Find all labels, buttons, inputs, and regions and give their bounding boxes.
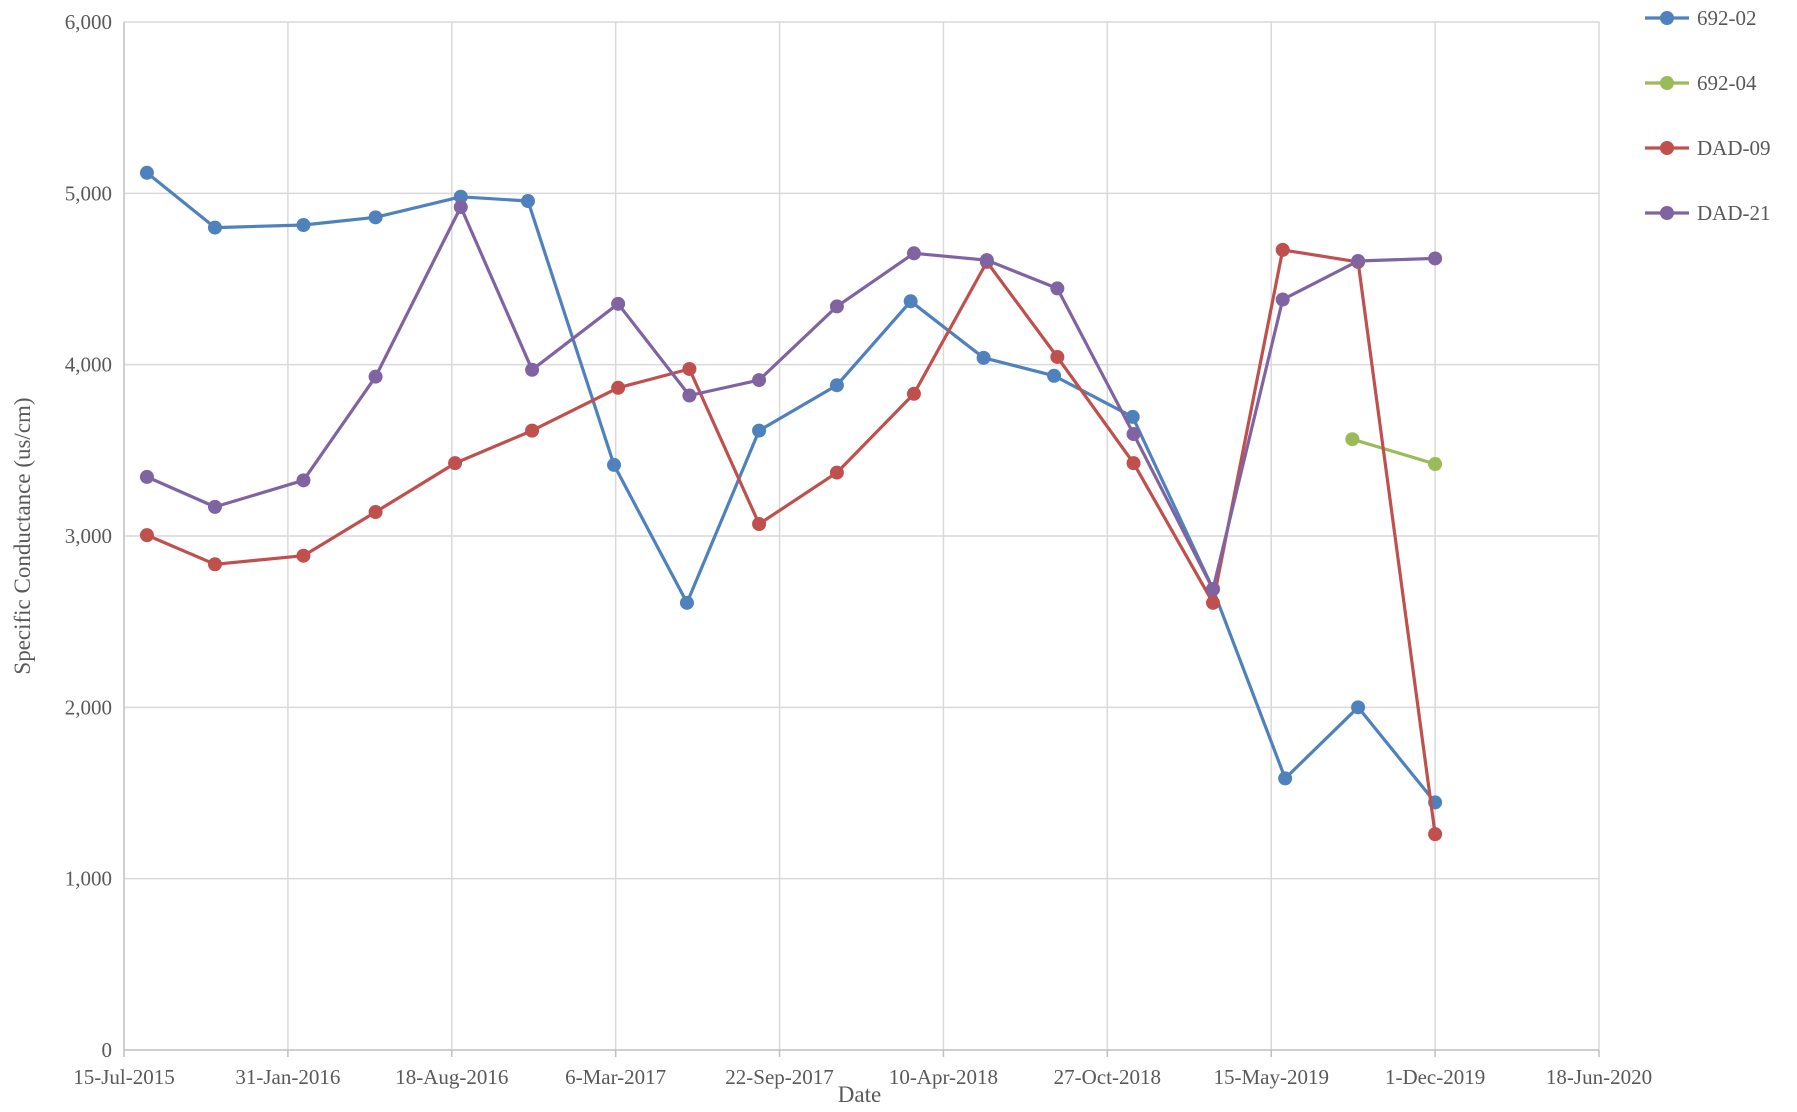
data-point [829, 465, 844, 480]
data-point [1206, 582, 1221, 597]
data-point [976, 350, 991, 365]
data-point [1206, 595, 1221, 610]
data-point [525, 362, 540, 377]
data-point [525, 423, 540, 438]
data-point [296, 473, 311, 488]
y-tick-label: 0 [102, 1038, 113, 1062]
data-point [139, 528, 154, 543]
data-point [682, 361, 697, 376]
data-point [1275, 242, 1290, 257]
data-point [1047, 368, 1062, 383]
legend-item: 692-04 [1645, 71, 1757, 95]
data-point [1126, 456, 1141, 471]
data-point [752, 373, 767, 388]
data-point [1278, 771, 1293, 786]
data-point [611, 296, 626, 311]
legend-label: 692-04 [1697, 71, 1757, 95]
data-point [453, 189, 468, 204]
series-692-02 [139, 165, 1443, 810]
series-line [1351, 437, 1436, 466]
data-point [448, 456, 463, 471]
data-point [207, 220, 222, 235]
data-point [906, 246, 921, 261]
data-point [903, 294, 918, 309]
y-tick-label: 3,000 [65, 524, 112, 548]
data-point [1275, 292, 1290, 307]
data-point [207, 557, 222, 572]
data-point [906, 386, 921, 401]
y-tick-label: 4,000 [65, 353, 112, 377]
legend-swatch-marker [1660, 141, 1674, 155]
data-point [368, 210, 383, 225]
data-point [1125, 409, 1140, 424]
x-axis-title: Date [838, 1082, 881, 1107]
x-tick-label: 6-Mar-2017 [565, 1065, 666, 1089]
x-tick-label: 18-Jun-2020 [1546, 1065, 1652, 1089]
y-tick-label: 6,000 [65, 10, 112, 34]
data-point [1428, 251, 1443, 266]
x-tick-label: 31-Jan-2016 [235, 1065, 340, 1089]
series-layer [139, 165, 1443, 842]
x-tick-label: 15-Jul-2015 [73, 1065, 175, 1089]
y-tick-label: 5,000 [65, 181, 112, 205]
data-point [368, 505, 383, 520]
data-point [1050, 281, 1065, 296]
legend-label: DAD-21 [1697, 201, 1771, 225]
data-point [607, 457, 622, 472]
data-point [520, 194, 535, 209]
data-point [682, 388, 697, 403]
x-tick-label: 27-Oct-2018 [1054, 1065, 1161, 1089]
y-tick-label: 1,000 [65, 867, 112, 891]
data-point [1050, 349, 1065, 364]
data-point [1351, 254, 1366, 269]
data-point [139, 469, 154, 484]
legend: 692-02 692-04 DAD-09 DAD-21 [1645, 6, 1771, 225]
axes: 0 1,000 2,000 3,000 4,000 5,000 6,000 15-Jul-20… [65, 10, 1652, 1089]
x-tick-label: 1-Dec-2019 [1385, 1065, 1485, 1089]
data-point [752, 517, 767, 532]
gridlines [124, 21, 1600, 1050]
legend-swatch-marker [1660, 76, 1674, 90]
data-point [611, 380, 626, 395]
data-point [296, 218, 311, 233]
data-point [368, 369, 383, 384]
legend-label: 692-02 [1697, 6, 1757, 30]
x-tick-label: 18-Aug-2016 [395, 1065, 508, 1089]
data-point [829, 299, 844, 314]
data-point [1428, 457, 1443, 472]
data-point [1351, 700, 1366, 715]
data-point [296, 548, 311, 563]
data-point [453, 200, 468, 215]
legend-item: DAD-21 [1645, 201, 1771, 225]
data-point [752, 423, 767, 438]
series-line [146, 205, 1436, 591]
data-point [1345, 432, 1360, 447]
series-line [145, 171, 1437, 804]
y-tick-label: 2,000 [65, 695, 112, 719]
legend-swatch-marker [1660, 206, 1674, 220]
y-axis-title: Specific Conductance (us/cm) [10, 397, 35, 674]
data-point [1126, 427, 1141, 442]
data-point [679, 595, 694, 610]
data-point [1428, 827, 1443, 842]
legend-item: 692-02 [1645, 6, 1757, 30]
data-point [979, 253, 994, 268]
data-point [829, 378, 844, 393]
data-point [207, 499, 222, 514]
legend-item: DAD-09 [1645, 136, 1771, 160]
x-tick-label: 10-Apr-2018 [889, 1065, 998, 1089]
series-dad-21 [139, 200, 1443, 597]
legend-swatch-marker [1660, 11, 1674, 25]
legend-label: DAD-09 [1697, 136, 1771, 160]
data-point [139, 165, 154, 180]
series-692-04 [1345, 432, 1443, 472]
x-tick-label: 22-Sep-2017 [725, 1065, 834, 1089]
x-tick-label: 15-May-2019 [1213, 1065, 1328, 1089]
